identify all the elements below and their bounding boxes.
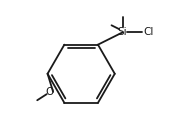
Text: O: O [45, 87, 54, 97]
Text: Cl: Cl [143, 27, 154, 37]
Text: Si: Si [118, 27, 127, 37]
